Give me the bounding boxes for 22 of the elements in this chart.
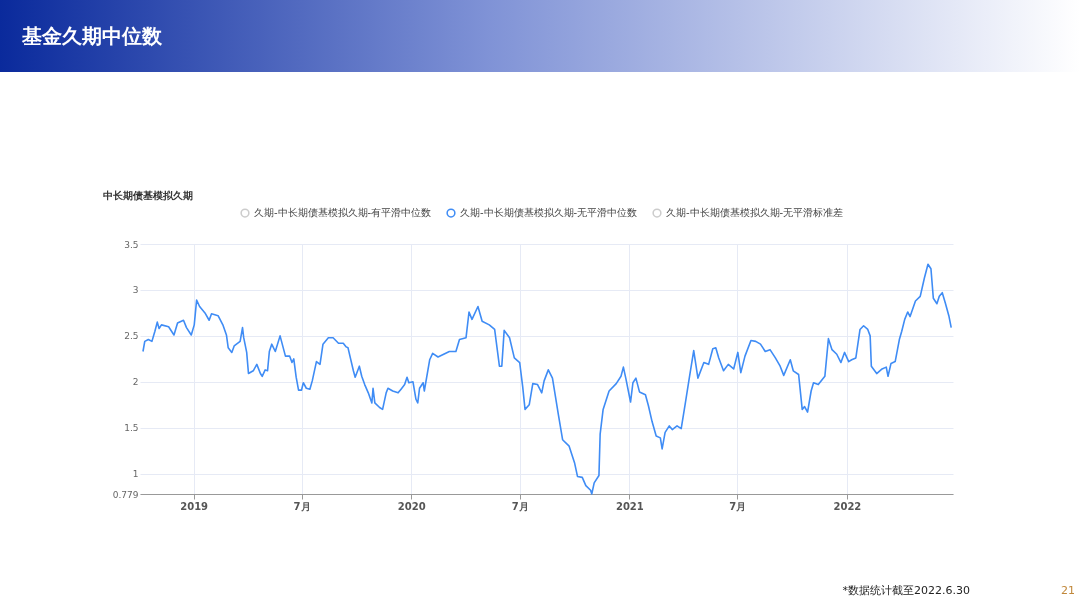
y-tick-label: 3 bbox=[132, 285, 139, 296]
y-tick-label: 0.779 bbox=[112, 489, 139, 500]
x-tick-label: 2019 bbox=[180, 500, 209, 512]
chart-title: 基金久期中位数 bbox=[21, 24, 163, 48]
line-series bbox=[142, 263, 953, 495]
x-tick-label: 7月 bbox=[293, 500, 311, 512]
x-tick-label: 7月 bbox=[729, 500, 747, 512]
legend-label: 久期-中长期债基模拟久期-无平滑标准差 bbox=[666, 207, 844, 219]
y-tick-label: 2 bbox=[132, 377, 139, 388]
y-tick-label: 3.5 bbox=[124, 239, 139, 250]
legend-label: 久期-中长期债基模拟久期-有平滑中位数 bbox=[254, 207, 432, 219]
x-tick-label: 2022 bbox=[833, 500, 862, 512]
y-tick-label: 2.5 bbox=[124, 331, 139, 342]
y-tick-label: 1 bbox=[132, 469, 139, 480]
x-tick-label: 2021 bbox=[615, 500, 644, 512]
text: 21 bbox=[1061, 584, 1075, 597]
text: *数据统计截至2022.6.30 bbox=[842, 584, 970, 597]
legend-label: 久期-中长期债基模拟久期-无平滑中位数 bbox=[460, 207, 638, 219]
x-tick-label: 2020 bbox=[397, 500, 426, 512]
y-tick-label: 1.5 bbox=[124, 423, 139, 434]
x-tick-label: 7月 bbox=[511, 500, 529, 512]
chart-subtitle: 中长期债基模拟久期 bbox=[103, 190, 193, 201]
